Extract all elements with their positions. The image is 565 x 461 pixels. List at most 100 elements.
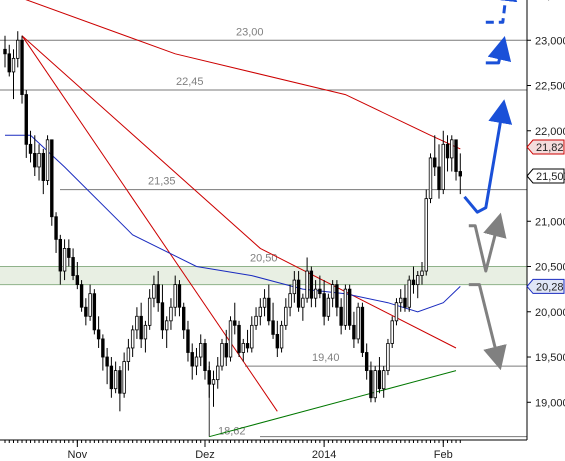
y-tick-label-9: 23,500 bbox=[535, 0, 565, 2]
candle-body bbox=[343, 288, 348, 326]
candle-49 bbox=[211, 370, 216, 407]
candle-body bbox=[403, 297, 407, 308]
candle-body bbox=[147, 297, 152, 326]
moving-averages bbox=[5, 0, 461, 313]
candle-body bbox=[424, 198, 428, 272]
candle-31 bbox=[135, 307, 139, 339]
candle-body bbox=[126, 347, 131, 362]
support-band bbox=[0, 266, 527, 285]
candle-body bbox=[135, 315, 139, 331]
candle-body bbox=[258, 306, 262, 317]
level-label-3: 20,50 bbox=[250, 253, 278, 265]
candle-95 bbox=[407, 275, 411, 312]
candle-82 bbox=[352, 311, 356, 348]
candle-body bbox=[177, 284, 182, 308]
x-axis-background bbox=[0, 440, 565, 461]
candle-5 bbox=[24, 90, 28, 158]
candle-32 bbox=[139, 302, 143, 348]
candle-12 bbox=[54, 212, 58, 253]
candle-body bbox=[156, 284, 160, 304]
candle-body bbox=[173, 284, 177, 308]
candle-50 bbox=[216, 357, 220, 389]
x-tick-label-1: Dez bbox=[195, 449, 215, 461]
candle-body bbox=[347, 288, 352, 326]
candle-79 bbox=[339, 298, 343, 335]
candle-body bbox=[437, 166, 441, 190]
trendline-2 bbox=[209, 370, 457, 438]
candle-body bbox=[284, 306, 288, 326]
candle-68 bbox=[292, 271, 297, 303]
candle-body bbox=[33, 152, 37, 168]
candle-body bbox=[322, 293, 326, 317]
candle-body bbox=[292, 279, 297, 295]
candle-7 bbox=[33, 135, 37, 177]
y-tick-label-4: 21,000 bbox=[535, 216, 565, 228]
candle-body bbox=[109, 365, 114, 390]
candle-body bbox=[207, 370, 211, 385]
candle-61 bbox=[262, 289, 267, 317]
candle-body bbox=[237, 324, 241, 353]
candle-body bbox=[113, 370, 118, 390]
candle-body bbox=[160, 302, 165, 331]
candle-body bbox=[203, 343, 207, 371]
candle-69 bbox=[296, 271, 301, 312]
candle-52 bbox=[224, 329, 228, 367]
candle-body bbox=[164, 320, 169, 331]
candle-85 bbox=[364, 343, 369, 380]
level-label-2: 21,35 bbox=[148, 176, 176, 188]
candle-83 bbox=[356, 302, 360, 344]
level-label-1: 22,45 bbox=[176, 76, 204, 88]
candle-24 bbox=[105, 347, 109, 385]
candle-92 bbox=[394, 298, 399, 326]
candle-64 bbox=[275, 320, 280, 358]
candle-86 bbox=[369, 361, 373, 403]
candle-77 bbox=[330, 280, 335, 308]
candle-1 bbox=[7, 44, 11, 77]
candle-75 bbox=[322, 280, 326, 326]
candle-6 bbox=[28, 130, 33, 163]
candle-body bbox=[360, 306, 365, 353]
trendlines bbox=[21, 35, 457, 438]
candle-body bbox=[96, 329, 101, 340]
candle-body bbox=[399, 297, 403, 304]
candle-body bbox=[390, 320, 394, 344]
candle-33 bbox=[143, 320, 148, 353]
moving-average-38 bbox=[5, 134, 461, 313]
candle-94 bbox=[403, 284, 407, 312]
candle-88 bbox=[377, 357, 382, 394]
candle-44 bbox=[190, 343, 194, 380]
candle-42 bbox=[182, 302, 186, 339]
candle-43 bbox=[186, 320, 190, 362]
candle-23 bbox=[101, 334, 105, 371]
candle-21 bbox=[92, 289, 97, 335]
candle-body bbox=[301, 297, 305, 308]
candle-body bbox=[220, 343, 224, 367]
scenario-arrows bbox=[463, 0, 518, 371]
candle-body bbox=[11, 57, 16, 73]
candle-body bbox=[169, 306, 173, 322]
scenario-arrow-2 bbox=[485, 0, 518, 24]
candle-3 bbox=[16, 31, 20, 68]
candle-55 bbox=[237, 320, 241, 358]
candle-body bbox=[377, 370, 382, 390]
candle-81 bbox=[347, 284, 352, 330]
price-badge-shape bbox=[526, 139, 565, 155]
candle-78 bbox=[335, 280, 339, 317]
candle-body bbox=[84, 306, 88, 317]
candle-60 bbox=[258, 298, 262, 326]
candle-body bbox=[139, 315, 143, 340]
candle-13 bbox=[58, 234, 63, 285]
candle-22 bbox=[96, 316, 101, 348]
candle-20 bbox=[88, 284, 92, 321]
candle-body bbox=[458, 171, 462, 177]
candle-body bbox=[254, 315, 258, 326]
candle-66 bbox=[284, 298, 288, 330]
candle-102 bbox=[437, 144, 441, 199]
candle-body bbox=[318, 288, 322, 295]
candle-body bbox=[296, 279, 301, 308]
candle-body bbox=[79, 284, 84, 308]
y-tick-label-1: 19,500 bbox=[535, 352, 565, 364]
candle-103 bbox=[441, 130, 445, 195]
candle-76 bbox=[326, 293, 331, 321]
candle-body bbox=[194, 356, 199, 367]
